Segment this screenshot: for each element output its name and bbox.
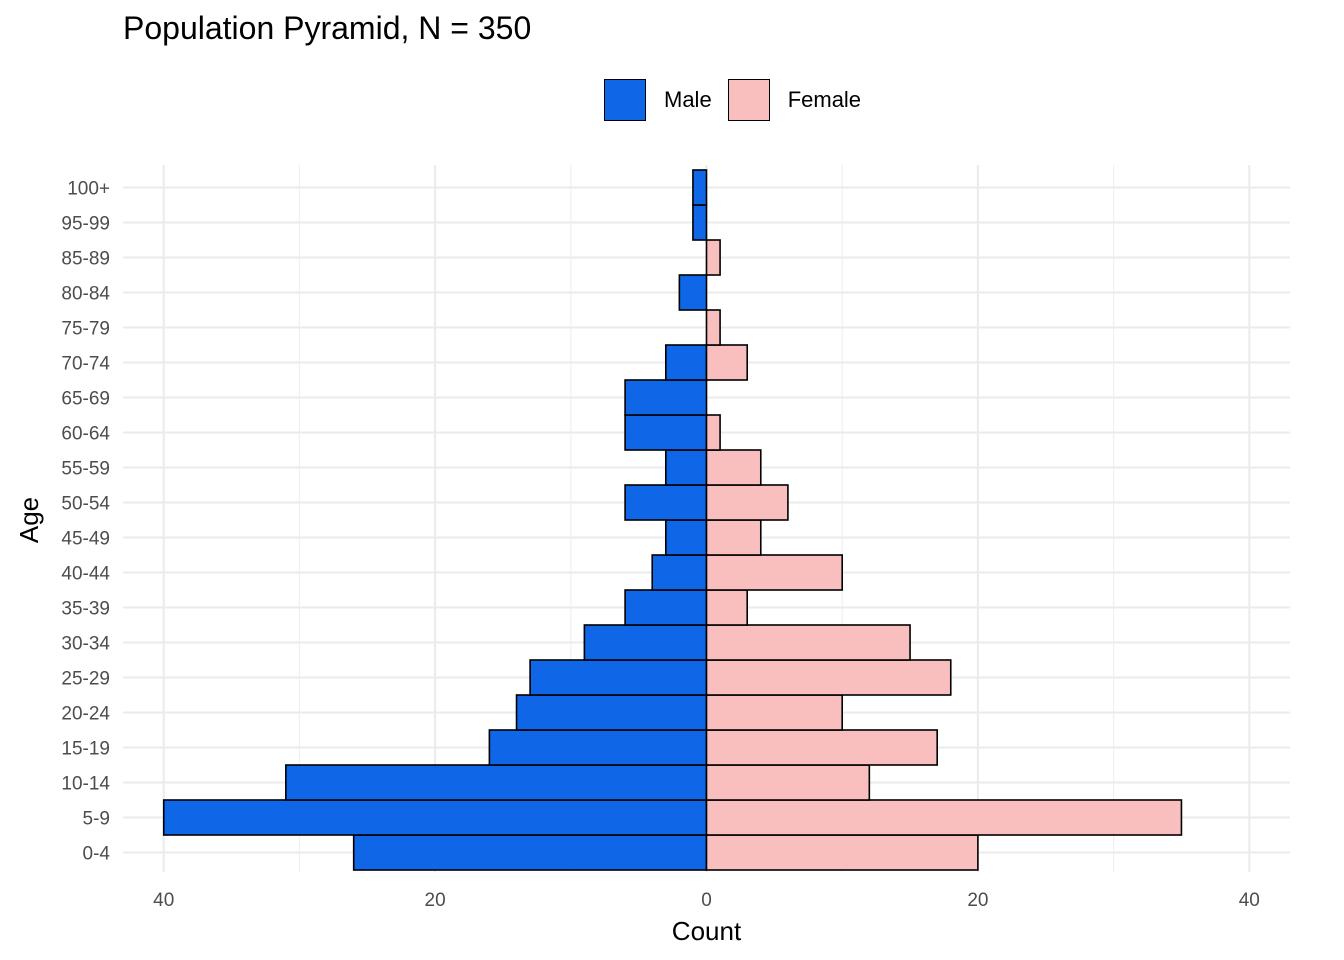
y-tick-label: 55-59 <box>61 459 110 480</box>
y-axis-title: Age <box>14 497 44 543</box>
y-tick-label: 15-19 <box>61 739 110 760</box>
y-tick-label: 35-39 <box>61 599 110 620</box>
bar-female-70-74 <box>705 344 749 381</box>
bar-male-80-84 <box>678 274 708 311</box>
bar-female-50-54 <box>705 484 789 521</box>
bar-female-45-49 <box>705 519 762 556</box>
bar-male-10-14 <box>285 764 708 801</box>
x-tick-label: 40 <box>1239 890 1260 911</box>
legend-item-female: Female <box>727 79 862 121</box>
bar-male-25-29 <box>529 659 708 696</box>
y-tick-label: 5-9 <box>83 809 110 830</box>
bar-female-5-9 <box>705 799 1183 836</box>
legend-key-male <box>604 79 646 121</box>
legend-label-male: Male <box>664 87 712 112</box>
y-tick-label: 40-44 <box>61 564 110 585</box>
bar-male-55-59 <box>664 449 708 486</box>
bar-male-50-54 <box>624 484 708 521</box>
y-tick-label: 100+ <box>67 179 110 200</box>
bar-female-10-14 <box>705 764 871 801</box>
bar-male-20-24 <box>515 694 708 731</box>
y-tick-label: 0-4 <box>83 844 111 865</box>
y-tick-label: 85-89 <box>61 249 110 270</box>
bar-female-15-19 <box>705 729 938 766</box>
bar-female-20-24 <box>705 694 843 731</box>
bar-male-60-64 <box>624 414 708 451</box>
x-tick-label: 20 <box>425 890 446 911</box>
bar-male-40-44 <box>651 554 708 591</box>
bar-female-85-89 <box>705 239 721 276</box>
bar-male-15-19 <box>488 729 708 766</box>
x-axis-title: Count <box>672 916 742 946</box>
bars <box>162 169 1183 871</box>
bar-female-35-39 <box>705 589 749 626</box>
x-tick-label: 40 <box>153 890 174 911</box>
bar-male-30-34 <box>583 624 708 661</box>
y-tick-label: 95-99 <box>61 214 110 235</box>
legend-key-female <box>727 79 770 121</box>
y-tick-label: 30-34 <box>61 634 110 655</box>
bar-male-0-4 <box>352 834 708 871</box>
y-tick-label: 80-84 <box>61 284 110 305</box>
legend-item-male: Male <box>604 79 712 121</box>
bar-female-40-44 <box>705 554 843 591</box>
y-tick-label: 10-14 <box>61 774 110 795</box>
bar-female-60-64 <box>705 414 721 451</box>
y-tick-label: 75-79 <box>61 319 110 340</box>
x-tick-label: 20 <box>967 890 988 911</box>
y-tick-label: 70-74 <box>61 354 110 375</box>
legend: Male Female <box>604 77 877 123</box>
bar-male-5-9 <box>162 799 708 836</box>
bar-female-25-29 <box>705 659 952 696</box>
y-tick-label: 20-24 <box>61 704 110 725</box>
chart-title: Population Pyramid, N = 350 <box>123 10 532 46</box>
bar-male-65-69 <box>624 379 708 416</box>
bar-female-30-34 <box>705 624 911 661</box>
bar-female-0-4 <box>705 834 979 871</box>
y-tick-label: 50-54 <box>61 494 110 515</box>
bar-male-95-99 <box>692 204 708 241</box>
bar-female-75-79 <box>705 309 721 346</box>
y-tick-label: 25-29 <box>61 669 110 690</box>
bar-male-45-49 <box>664 519 708 556</box>
y-tick-label: 60-64 <box>61 424 110 445</box>
y-tick-label: 45-49 <box>61 529 110 550</box>
bar-male-35-39 <box>624 589 708 626</box>
bar-female-55-59 <box>705 449 762 486</box>
bar-male-70-74 <box>664 344 708 381</box>
x-tick-labels: 40 20 0 20 40 <box>153 890 1260 911</box>
y-tick-label: 65-69 <box>61 389 110 410</box>
legend-label-female: Female <box>787 87 862 112</box>
bar-male-100+ <box>692 169 708 206</box>
y-tick-labels: 0-4 5-9 10-14 15-19 20-24 25-29 30-34 35-39 40-4… <box>61 179 110 865</box>
x-tick-label: 0 <box>701 890 712 911</box>
